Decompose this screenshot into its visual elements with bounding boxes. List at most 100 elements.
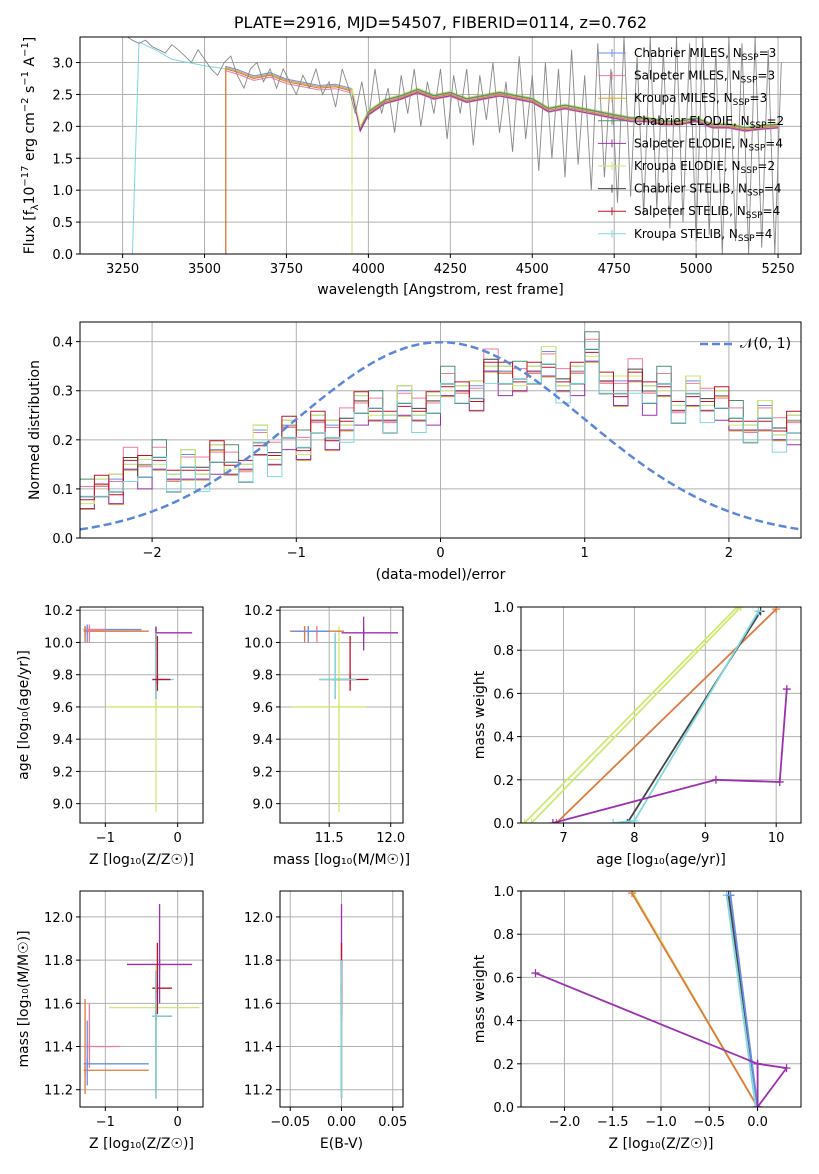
data-point — [751, 1103, 760, 1107]
legend-entry: Salpeter ELODIE, NSSP=4 — [634, 136, 783, 153]
data-point — [552, 819, 561, 823]
y-tick-label: 9.4 — [52, 733, 73, 748]
y-axis-label-part: Flux [f — [22, 209, 38, 254]
data-point — [548, 819, 557, 823]
y-tick-label: 9.6 — [252, 701, 273, 716]
y-axis-label-part: −1 — [20, 71, 31, 86]
y-tick-label: 0.4 — [493, 1015, 514, 1030]
y-tick-label: 0.4 — [493, 731, 514, 746]
axes-frame — [520, 606, 802, 824]
age-vs-z-panel: −1 0 9.0 9.2 9.4 9.6 9.8 10.0 10.2 Z [log₁₀(Z/Z☉)… — [16, 604, 204, 868]
x-tick-label: 5250 — [762, 262, 795, 277]
y-tick-label: 9.4 — [252, 733, 273, 748]
x-tick-label: −1.5 — [597, 1115, 629, 1130]
y-axis-label-part: λ — [30, 204, 41, 210]
y-tick-label: 9.6 — [52, 701, 73, 716]
x-axis-label: Z [log₁₀(Z/Z☉)] — [89, 1136, 194, 1152]
y-tick-label: 9.8 — [52, 669, 73, 684]
residual-histogram — [80, 338, 801, 487]
legend-text: Chabrier MILES, N — [634, 46, 742, 60]
y-axis-label-part: ] — [22, 37, 38, 42]
y-tick-label: 0.0 — [493, 1101, 514, 1116]
y-tick-label: 1.5 — [52, 152, 73, 167]
legend-text: Kroupa ELODIE, N — [634, 159, 741, 173]
y-tick-label: 0.0 — [52, 248, 73, 263]
legend-entry: Chabrier ELODIE, NSSP=2 — [634, 114, 784, 131]
x-tick-label: 7 — [559, 831, 567, 846]
y-tick-label: 12.0 — [244, 911, 273, 926]
y-tick-label: 0.0 — [52, 532, 73, 547]
y-tick-label: 3.0 — [52, 57, 73, 72]
grid: −2.0 −1.5 −1.0 −0.5 0.0 0.0 0.2 0.4 0.6 0.8 1.0 — [493, 885, 801, 1130]
grid: 7 8 9 10 0.0 0.2 0.4 0.6 0.8 1.0 — [493, 601, 801, 846]
observed-spectrum-line — [127, 37, 782, 254]
y-axis-label: Flux [fλ10−17 erg cm−2 s−1 A−1] — [20, 37, 41, 255]
y-tick-label: 11.4 — [244, 1041, 273, 1056]
y-tick-label: 9.8 — [252, 669, 273, 684]
weight-vs-z-plot — [531, 891, 791, 1107]
y-tick-label: 10.2 — [44, 604, 73, 619]
x-tick-label: 11.5 — [315, 831, 344, 846]
age-vs-z-plot — [83, 624, 200, 812]
age-vs-mass-panel: 11.5 12.0 9.0 9.2 9.4 9.6 9.8 10.0 10.2 mass [log… — [244, 604, 410, 868]
y-tick-label: 1.0 — [493, 885, 514, 900]
x-tick-label: −1 — [287, 546, 306, 561]
legend-sub: SSP — [741, 166, 758, 176]
series-line — [530, 607, 742, 823]
y-axis-label-part: −2 — [20, 97, 31, 112]
y-tick-label: 0.3 — [52, 385, 73, 400]
x-axis-label: Z [log₁₀(Z/Z☉)] — [89, 852, 194, 868]
series-line — [729, 895, 759, 1107]
weight-vs-age-panel: 7 8 9 10 0.0 0.2 0.4 0.6 0.8 1.0 age [log₁₀(age/yr… — [472, 601, 802, 868]
y-tick-label: 0.0 — [493, 817, 514, 832]
y-tick-label: 10.0 — [44, 636, 73, 651]
y-tick-label: 11.6 — [44, 997, 73, 1012]
x-tick-label: 12.0 — [376, 831, 405, 846]
data-point — [531, 969, 540, 978]
x-tick-label: 5000 — [680, 262, 713, 277]
y-tick-label: 10.0 — [244, 636, 273, 651]
legend-sub: SSP — [738, 234, 755, 244]
y-tick-label: 0.8 — [493, 644, 514, 659]
data-point — [782, 1064, 791, 1073]
legend-suffix: =3 — [759, 46, 777, 60]
data-point — [753, 1103, 762, 1107]
data-point — [521, 819, 529, 823]
y-tick-label: 2.5 — [52, 88, 73, 103]
legend-suffix: =4 — [765, 136, 783, 150]
x-tick-label: 3500 — [188, 262, 221, 277]
y-tick-label: 9.2 — [252, 765, 273, 780]
y-axis-label-part: −1 — [20, 42, 31, 57]
residual-histogram — [80, 361, 801, 510]
axes-frame — [79, 36, 802, 255]
age-vs-mass-plot — [289, 616, 399, 812]
x-axis-label: (data-model)/error — [376, 567, 506, 583]
residuals-plot — [80, 331, 801, 531]
legend-suffix: =2 — [766, 114, 784, 128]
mass-vs-z-panel: −1 0 11.2 11.4 11.6 11.8 12.0 Z [log₁₀(Z/Z☉)] ma… — [16, 890, 204, 1152]
y-axis-label-part: −17 — [20, 165, 31, 186]
y-axis-label: Normed distribution — [27, 360, 43, 500]
grid: −0.05 0.00 0.05 11.2 11.4 11.6 11.8 12.0 — [244, 891, 407, 1130]
series-line — [523, 607, 738, 823]
data-point — [609, 819, 618, 823]
x-tick-label: −2 — [143, 546, 162, 561]
legend-suffix: =4 — [763, 204, 781, 218]
weight-vs-age-plot — [521, 607, 791, 823]
y-tick-label: 11.6 — [244, 997, 273, 1012]
spectrum-plot — [127, 37, 782, 254]
spectrum-panel: 3250 3500 3750 4000 4250 4500 4750 5000 5250 0.0 0… — [20, 13, 802, 298]
data-point — [711, 775, 720, 784]
x-tick-label: −0.5 — [693, 1115, 725, 1130]
legend-sub: SSP — [733, 98, 750, 108]
x-tick-label: 3250 — [106, 262, 139, 277]
x-axis-label: age [log₁₀(age/yr)] — [596, 852, 726, 868]
y-tick-label: 9.2 — [52, 765, 73, 780]
data-point — [628, 891, 637, 898]
x-axis-label: Z [log₁₀(Z/Z☉)] — [609, 1136, 714, 1152]
y-tick-label: 9.0 — [52, 798, 73, 813]
legend-text: Salpeter MILES, N — [634, 69, 741, 83]
data-point — [775, 777, 784, 786]
residuals-panel: −2 −1 0 1 2 0.0 0.1 0.2 0.3 0.4 𝒩(0, 1) (data-model… — [27, 321, 802, 583]
axes-frame — [79, 890, 204, 1108]
